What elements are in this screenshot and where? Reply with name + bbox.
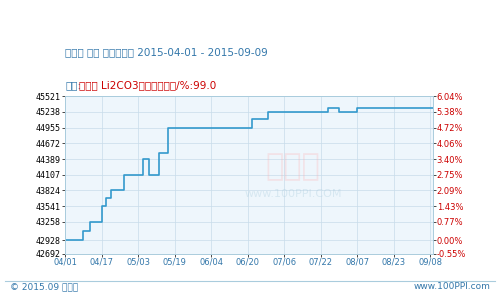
Text: 级别:: 级别:: [65, 80, 81, 90]
Text: www.100PPI.com: www.100PPI.com: [413, 282, 490, 291]
Text: 碳酸锂 国内 生产者价格 2015-04-01 - 2015-09-09: 碳酸锂 国内 生产者价格 2015-04-01 - 2015-09-09: [65, 47, 268, 57]
Text: 工业级 Li2CO3主含量不小于/%:99.0: 工业级 Li2CO3主含量不小于/%:99.0: [79, 80, 216, 90]
Text: www.100PPI.COM: www.100PPI.COM: [244, 189, 342, 199]
Text: 生意社: 生意社: [266, 152, 320, 182]
Text: © 2015.09 生意社: © 2015.09 生意社: [10, 282, 78, 291]
